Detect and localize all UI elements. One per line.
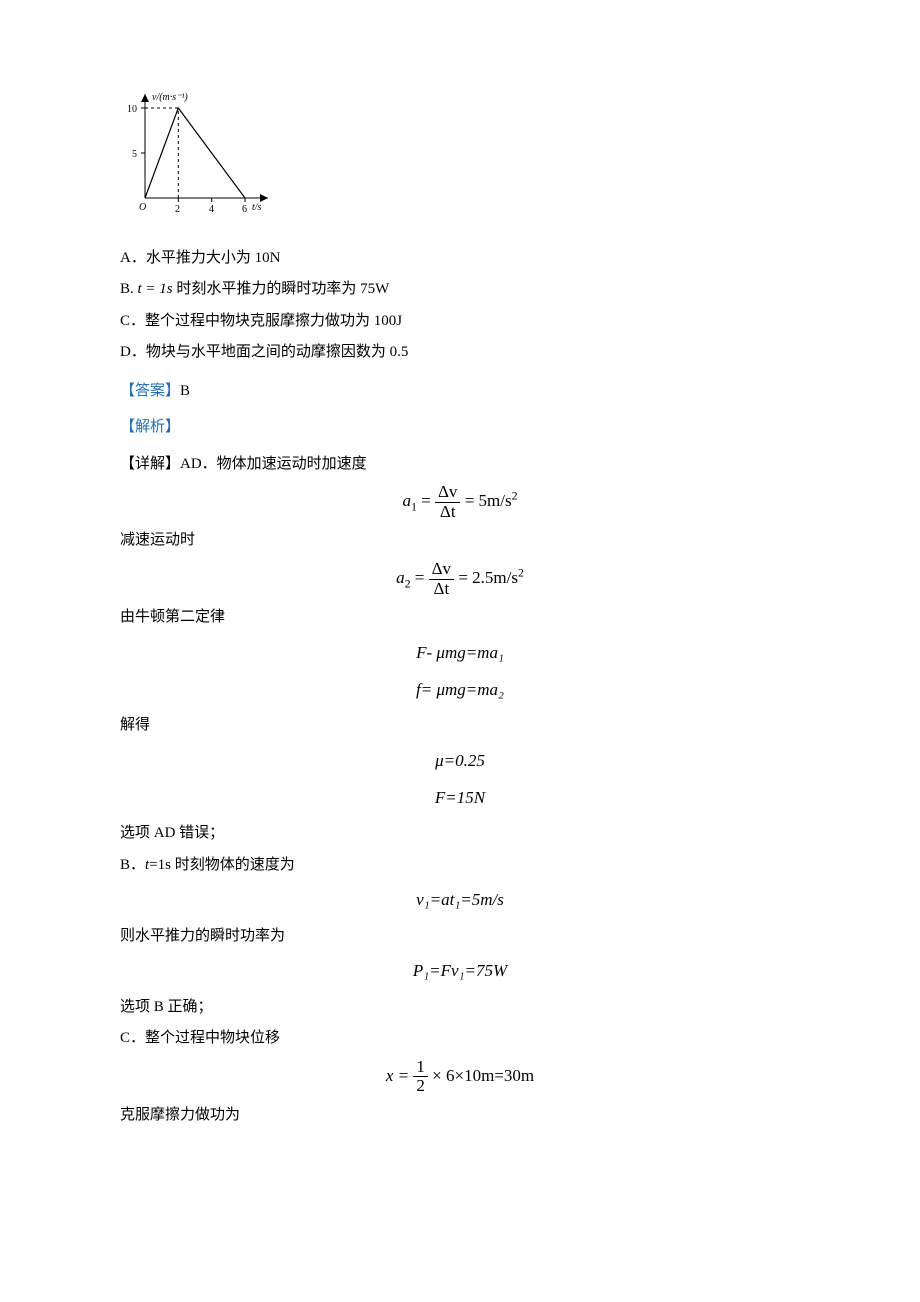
a1-rhs: = 5m/s — [465, 491, 512, 510]
p-eq: P₁=Fv₁=75W — [115, 955, 805, 987]
answer-bracket-open: 【 — [120, 383, 135, 399]
svg-text:2: 2 — [175, 204, 180, 215]
analysis-bracket-open: 【 — [120, 419, 135, 435]
eq-F: F- μmg=ma₁ — [115, 637, 805, 669]
x-pre: x = — [386, 1066, 414, 1085]
svg-text:O: O — [139, 202, 146, 213]
b-head-pre: B． — [120, 857, 145, 873]
option-b-pre: B. — [120, 281, 138, 297]
mu-val: μ=0.25 — [115, 745, 805, 777]
option-a: A．水平推力大小为 10N — [120, 244, 805, 273]
svg-text:5: 5 — [132, 149, 137, 160]
a1-sub: 1 — [411, 499, 417, 513]
option-b: B. t = 1s 时刻水平推力的瞬时功率为 75W — [120, 275, 805, 304]
x-den: 2 — [413, 1077, 428, 1096]
p-text: 则水平推力的瞬时功率为 — [120, 922, 805, 951]
x-num: 1 — [413, 1058, 428, 1078]
analysis-bracket-close: 】 — [165, 419, 180, 435]
a1-den: Δt — [435, 503, 460, 522]
c-head: C．整个过程中物块位移 — [120, 1024, 805, 1053]
a1-num: Δv — [435, 483, 460, 503]
svg-text:6: 6 — [242, 204, 247, 215]
answer-bracket-close: 】 — [165, 383, 180, 399]
v1-eq: v₁=at₁=5m/s — [115, 884, 805, 916]
detail-head: 【详解】AD．物体加速运动时加速度 — [120, 450, 805, 479]
svg-text:v/(m·s⁻¹): v/(m·s⁻¹) — [152, 92, 188, 103]
dec-text: 减速运动时 — [120, 526, 805, 555]
option-c: C．整个过程中物块克服摩擦力做功为 100J — [120, 307, 805, 336]
option-b-var: t = 1s — [138, 281, 173, 297]
answer-line: 【答案】B — [120, 377, 805, 406]
ad-wrong: 选项 AD 错误； — [120, 819, 805, 848]
option-b-post: 时刻水平推力的瞬时功率为 75W — [173, 281, 390, 297]
F-val: F=15N — [115, 782, 805, 814]
newton-text: 由牛顿第二定律 — [120, 603, 805, 632]
b-head-post: =1s 时刻物体的速度为 — [149, 857, 295, 873]
analysis-label: 解析 — [135, 419, 165, 435]
eq-a1: a1 = Δv Δt = 5m/s2 — [115, 483, 805, 521]
eq-a2: a2 = Δv Δt = 2.5m/s2 — [115, 560, 805, 598]
eq-f: f= μmg=ma₂ — [115, 674, 805, 706]
b-right: 选项 B 正确； — [120, 993, 805, 1022]
x-eq: x = 1 2 × 6×10m=30m — [115, 1058, 805, 1096]
b-head: B．t=1s 时刻物体的速度为 — [120, 851, 805, 880]
analysis-line: 【解析】 — [120, 413, 805, 442]
svg-text:10: 10 — [127, 104, 137, 115]
a1-sym: a — [402, 491, 411, 510]
a2-num: Δv — [429, 560, 454, 580]
vt-chart-svg: 2 4 6 5 10 O v/(m·s⁻¹) t/s — [120, 90, 275, 215]
svg-text:t/s: t/s — [252, 202, 262, 213]
a2-den: Δt — [429, 580, 454, 599]
x-post: × 6×10m=30m — [432, 1066, 534, 1085]
a2-rhs: = 2.5m/s — [458, 568, 518, 587]
answer-label: 答案 — [135, 383, 165, 399]
svg-text:4: 4 — [209, 204, 214, 215]
a2-sub: 2 — [405, 576, 411, 590]
solve-text: 解得 — [120, 711, 805, 740]
a2-sym: a — [396, 568, 405, 587]
a2-sup: 2 — [518, 565, 524, 579]
option-d: D．物块与水平地面之间的动摩擦因数为 0.5 — [120, 338, 805, 367]
velocity-time-graph: 2 4 6 5 10 O v/(m·s⁻¹) t/s — [120, 90, 805, 226]
answer-value: B — [180, 383, 190, 399]
a1-sup: 2 — [512, 488, 518, 502]
friction-work-text: 克服摩擦力做功为 — [120, 1101, 805, 1130]
